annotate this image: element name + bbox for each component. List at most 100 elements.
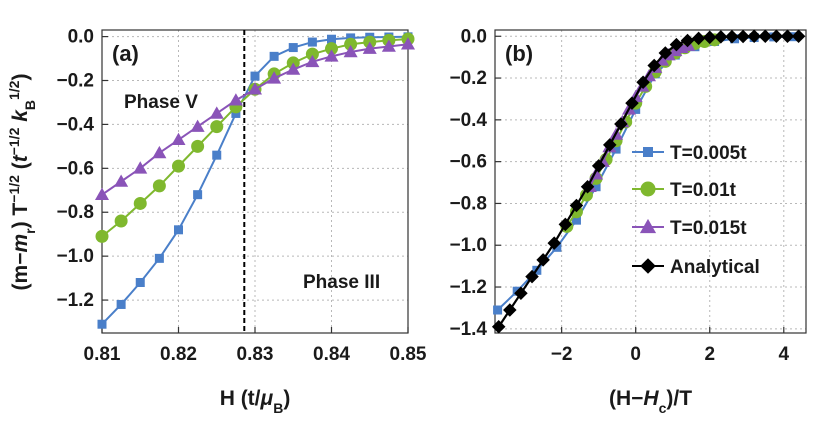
y-tick-label: −1.4 [449, 319, 487, 340]
y-tick-label: −0.8 [449, 193, 487, 214]
data-point [247, 82, 263, 95]
data-point [97, 319, 107, 329]
data-point [647, 58, 661, 73]
panel-label: (a) [112, 41, 139, 66]
legend-label: T=0.015t [670, 218, 747, 239]
annotation-phase-v: Phase V [124, 92, 198, 113]
data-point [658, 46, 673, 60]
series-triangle [94, 37, 416, 200]
data-point [381, 39, 396, 52]
x-tick-label: 0.82 [160, 344, 197, 365]
data-point [133, 196, 147, 210]
data-point [558, 217, 573, 232]
data-point [503, 303, 517, 317]
y-tick-label: −0.8 [56, 202, 94, 223]
data-point [714, 30, 728, 44]
data-point [154, 253, 164, 263]
y-tick-label: −0.6 [56, 158, 94, 179]
data-point [791, 29, 806, 44]
data-point [362, 41, 377, 54]
data-point [591, 182, 601, 192]
data-point [691, 31, 706, 46]
data-point [135, 278, 145, 287]
data-point [758, 29, 773, 44]
legend-item: T=0.005t [632, 143, 747, 164]
data-point [305, 47, 319, 61]
legend-marker [640, 258, 656, 274]
data-point [114, 174, 129, 187]
data-point [288, 43, 298, 53]
data-point [514, 286, 528, 301]
data-point [269, 51, 279, 61]
y-tick-label: −1.2 [449, 277, 487, 298]
data-point [152, 179, 166, 193]
data-point [400, 37, 416, 50]
data-point [210, 120, 224, 134]
y-tick-label: −1.0 [449, 235, 487, 256]
y-tick-label: −0.2 [449, 68, 487, 89]
data-point [152, 145, 167, 159]
legend-label: T=0.005t [670, 143, 747, 164]
data-point [680, 33, 695, 48]
series-Analytical [491, 29, 806, 334]
data-point [580, 179, 595, 194]
data-point [94, 187, 110, 200]
data-point [231, 108, 241, 118]
data-point [250, 71, 260, 81]
data-point [614, 117, 628, 131]
legend-item: T=0.01t [632, 180, 737, 201]
data-point [736, 29, 750, 44]
data-point [702, 30, 717, 45]
data-point [725, 29, 739, 44]
data-point [569, 198, 584, 213]
data-point [344, 37, 358, 51]
x-tick-label: 0.84 [313, 344, 350, 365]
data-point [654, 53, 669, 66]
series-square [97, 32, 413, 329]
data-point [780, 29, 795, 44]
data-point [536, 253, 550, 267]
y-tick-label: −0.2 [56, 71, 94, 92]
y-tick-label: −1.0 [56, 246, 94, 267]
x-tick-label: 2 [704, 344, 715, 365]
data-point [172, 159, 185, 173]
x-axis-title: (H−Hc)/T [609, 387, 692, 416]
data-point [327, 34, 336, 44]
data-point [625, 96, 639, 110]
data-point [571, 215, 581, 225]
panel-label: (b) [505, 41, 533, 66]
data-point [547, 236, 561, 250]
data-point [209, 106, 224, 119]
y-tick-label: −1.2 [56, 290, 94, 311]
data-point [190, 119, 205, 132]
y-axis-title: (m−mr) T−1/2 (t−1/2 kB1/2) [6, 74, 38, 291]
data-point [133, 161, 148, 174]
data-point [325, 42, 338, 56]
data-point [305, 54, 320, 68]
data-point [591, 159, 606, 173]
data-point [324, 49, 339, 62]
data-point [174, 225, 183, 235]
data-point [611, 144, 621, 154]
data-point [193, 190, 203, 200]
data-point [747, 29, 761, 44]
data-point [116, 299, 126, 309]
legend-label: T=0.01t [670, 180, 737, 201]
x-tick-label: 0.85 [390, 344, 427, 365]
annotation-phase-iii: Phase III [303, 272, 380, 293]
y-tick-label: −0.6 [449, 152, 487, 173]
legend-marker [640, 181, 656, 197]
data-point [343, 44, 358, 58]
data-point [307, 37, 317, 47]
data-point [769, 29, 784, 44]
legend-item: Analytical [632, 257, 760, 278]
y-tick-label: 0.0 [461, 26, 487, 47]
x-tick-label: 0.81 [84, 344, 121, 365]
data-point [228, 93, 243, 106]
x-axis-title: H (t/μB) [220, 387, 291, 416]
legend-label: Analytical [670, 257, 760, 278]
data-point [114, 214, 128, 228]
data-point [191, 139, 205, 153]
